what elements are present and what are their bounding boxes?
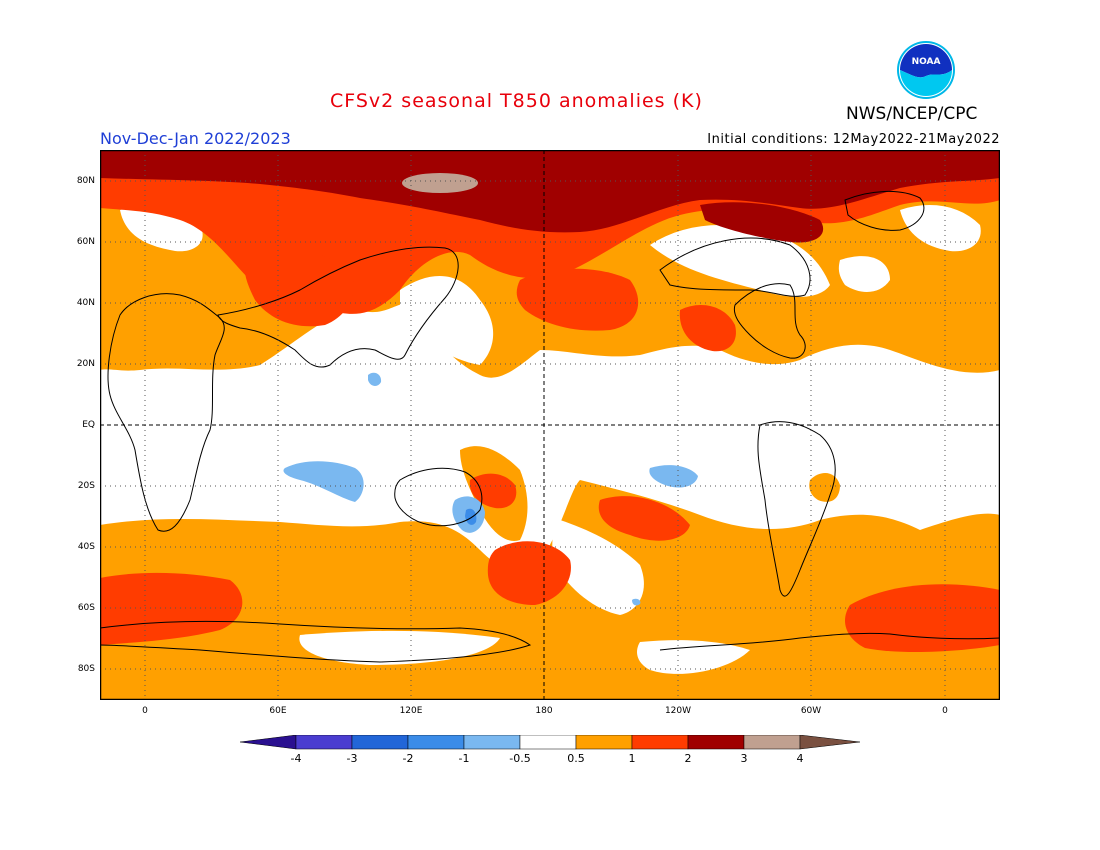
colorbar-label: 2 (684, 752, 692, 765)
lon-label: 120E (399, 706, 423, 716)
colorbar-label: -2 (402, 752, 414, 765)
colorbar-label: 1 (628, 752, 636, 765)
colorbar-swatch (295, 735, 353, 750)
lat-label: 40S (77, 542, 95, 552)
lon-label: 60E (269, 706, 287, 716)
colorbar (240, 735, 860, 750)
coastlines (100, 190, 1000, 663)
colorbar-label: 3 (740, 752, 748, 765)
lon-label: 0 (142, 706, 148, 716)
colorbar-swatch (575, 735, 633, 750)
noaa-logo: NOAA (897, 41, 955, 99)
forecast-period: Nov-Dec-Jan 2022/2023 (100, 129, 291, 148)
lat-label: EQ (82, 420, 95, 430)
lat-label: 20N (76, 359, 95, 369)
colorbar-arrow-high (799, 735, 860, 750)
agency-label: NWS/NCEP/CPC (846, 104, 978, 124)
colorbar-label: 4 (796, 752, 804, 765)
lat-label: 60N (76, 237, 95, 247)
colorbar-arrow-low (240, 735, 297, 750)
anomaly-warm3 (100, 150, 1000, 243)
colorbar-label: -3 (346, 752, 358, 765)
map-title: CFSv2 seasonal T850 anomalies (K) (330, 90, 703, 112)
colorbar-label: -4 (290, 752, 302, 765)
lat-label: 80N (76, 176, 95, 186)
lon-label: 180 (535, 706, 553, 716)
colorbar-swatch (631, 735, 689, 750)
lat-label: 80S (77, 664, 95, 674)
anomaly-map (100, 150, 1000, 700)
anomaly-neutral (120, 205, 981, 674)
map-frame (100, 150, 1000, 700)
anomaly-cool (283, 372, 698, 606)
colorbar-swatch (687, 735, 745, 750)
lat-label: 60S (77, 603, 95, 613)
colorbar-swatch (351, 735, 409, 750)
colorbar-swatch (407, 735, 465, 750)
initial-conditions: Initial conditions: 12May2022-21May2022 (707, 132, 1000, 147)
colorbar-swatch (519, 735, 577, 750)
lat-label: 40N (76, 298, 95, 308)
colorbar-label: -1 (458, 752, 470, 765)
lat-label: 20S (77, 481, 95, 491)
logo-text: NOAA (912, 57, 941, 67)
lon-label: 0 (942, 706, 948, 716)
colorbar-label: 0.5 (567, 752, 585, 765)
colorbar-swatch (743, 735, 801, 750)
anomaly-warm4 (402, 173, 478, 193)
colorbar-swatch (463, 735, 521, 750)
lon-label: 60W (800, 706, 822, 716)
colorbar-label: -0.5 (509, 752, 531, 765)
lon-label: 120W (664, 706, 692, 716)
